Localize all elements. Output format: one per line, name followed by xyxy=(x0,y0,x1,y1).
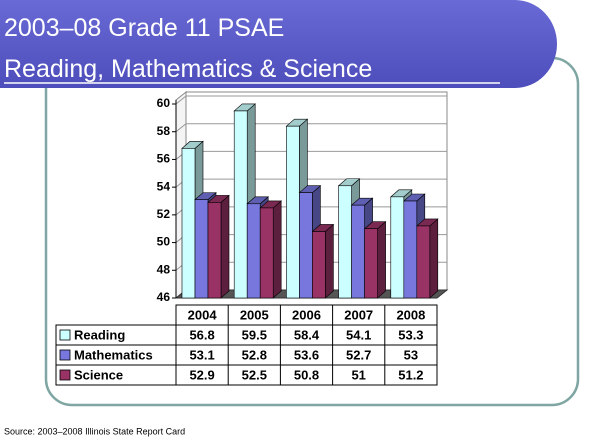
title-banner xyxy=(0,0,557,88)
table-value: 54.1 xyxy=(346,327,371,342)
bar-front xyxy=(207,202,222,299)
table-value: 52.7 xyxy=(346,347,371,362)
table-value: 59.5 xyxy=(242,327,267,342)
table-value: 51.2 xyxy=(398,367,423,382)
table-value: 52.5 xyxy=(242,367,267,382)
chart-subtitle: Reading, Mathematics & Science xyxy=(4,55,372,83)
bar-side xyxy=(220,194,230,299)
x-tick-label: 2007 xyxy=(344,307,373,322)
bar-side xyxy=(272,200,282,299)
table-value: 56.8 xyxy=(189,327,214,342)
y-tick-label: 56 xyxy=(157,152,171,166)
bar xyxy=(259,200,282,299)
bar xyxy=(207,194,230,299)
bar-front xyxy=(403,200,418,299)
legend-swatch xyxy=(59,349,71,361)
grid-line xyxy=(175,123,187,133)
bar-side xyxy=(429,218,439,299)
table-value: 53.6 xyxy=(294,347,319,362)
bar-front xyxy=(181,148,196,299)
y-tick-label: 46 xyxy=(157,290,171,304)
bar-front xyxy=(312,231,326,299)
bar xyxy=(416,218,439,299)
bar-front xyxy=(351,204,365,299)
x-tick-label: 2004 xyxy=(188,307,218,322)
legend-swatch xyxy=(59,329,71,341)
bar-front xyxy=(246,203,261,299)
legend-label: Mathematics xyxy=(74,347,153,362)
table-value: 52.8 xyxy=(242,347,267,362)
bar-front xyxy=(390,196,405,299)
x-tick-label: 2005 xyxy=(240,307,269,322)
y-tick-label: 52 xyxy=(157,207,171,221)
y-tick-label: 48 xyxy=(157,262,171,276)
chart-title: 2003–08 Grade 11 PSAE xyxy=(4,14,284,42)
table-value: 58.4 xyxy=(294,327,320,342)
legend-label: Science xyxy=(74,367,123,382)
y-tick-label: 60 xyxy=(157,96,171,110)
bar xyxy=(363,221,387,299)
bar-side xyxy=(377,221,386,299)
table-value: 53.3 xyxy=(398,327,423,342)
x-tick-label: 2008 xyxy=(396,307,425,322)
bar-front xyxy=(416,225,431,299)
bar-front xyxy=(233,110,248,299)
table-value: 53 xyxy=(404,347,418,362)
source-note: Source: 2003–2008 Illinois State Report … xyxy=(4,426,185,436)
x-tick-label: 2006 xyxy=(292,307,321,322)
bar-front xyxy=(338,185,352,299)
y-tick-label: 50 xyxy=(157,235,171,249)
bar-front xyxy=(299,192,313,299)
table-value: 50.8 xyxy=(294,367,319,382)
bar-side xyxy=(325,223,334,299)
legend-swatch xyxy=(59,369,71,381)
table-value: 53.1 xyxy=(189,347,214,362)
bar-front xyxy=(259,207,274,299)
grid-line xyxy=(175,95,187,105)
legend-label: Reading xyxy=(74,327,125,342)
bar xyxy=(311,223,335,299)
table-value: 51 xyxy=(351,367,365,382)
bar-front xyxy=(286,125,300,299)
table-value: 52.9 xyxy=(189,367,214,382)
y-tick-label: 54 xyxy=(157,179,171,193)
bar-front xyxy=(364,228,378,299)
bar-front xyxy=(194,199,209,299)
y-tick-label: 58 xyxy=(157,124,171,138)
